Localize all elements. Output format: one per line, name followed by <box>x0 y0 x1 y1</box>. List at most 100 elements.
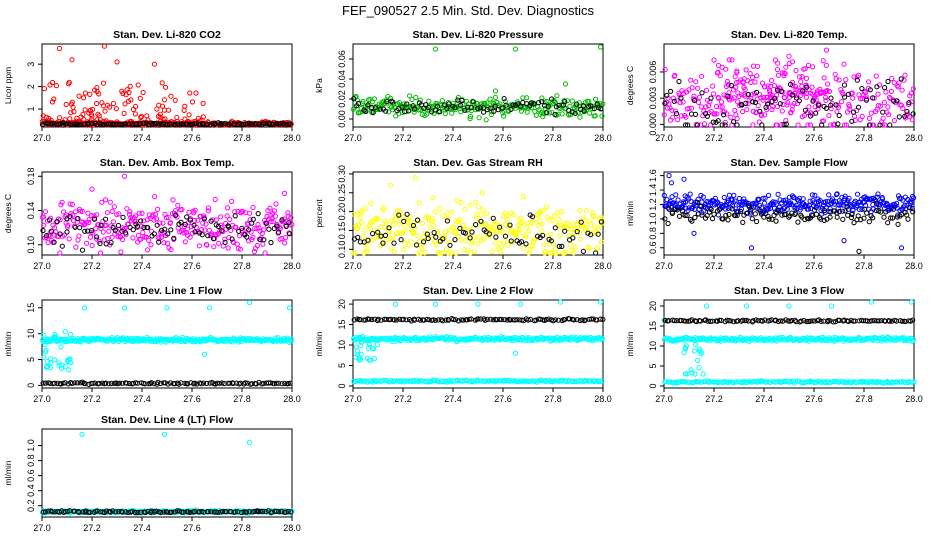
data-point <box>391 248 397 255</box>
data-point <box>74 115 80 122</box>
data-point <box>691 97 698 104</box>
data-point <box>220 121 226 127</box>
data-point <box>390 99 396 105</box>
y-tick-label: 0.003 <box>648 87 658 110</box>
series-black <box>40 379 293 387</box>
data-point <box>223 220 229 226</box>
y-axis-label: ml/min <box>625 201 635 226</box>
data-point <box>693 341 699 348</box>
data-point <box>456 233 462 239</box>
data-point <box>734 122 740 128</box>
data-point <box>846 103 853 109</box>
data-point <box>734 115 740 122</box>
y-tick-label: 3 <box>26 62 36 67</box>
data-point <box>661 112 667 118</box>
x-tick-label: 28.0 <box>283 261 301 271</box>
data-point <box>834 109 840 115</box>
data-point <box>783 121 789 127</box>
data-point <box>726 57 732 63</box>
data-point <box>98 222 104 228</box>
plot-frame <box>352 43 604 128</box>
data-point <box>179 206 185 213</box>
data-point <box>731 119 737 125</box>
data-point <box>775 191 781 197</box>
x-tick-label: 27.4 <box>133 133 151 143</box>
data-point <box>750 122 756 128</box>
data-point <box>856 104 862 110</box>
data-point <box>200 100 206 107</box>
data-point <box>910 86 916 92</box>
data-point <box>189 99 196 105</box>
data-point <box>828 102 834 108</box>
data-point <box>711 211 717 217</box>
x-tick-label: 27.8 <box>544 394 562 404</box>
chart-title: Stan. Dev. Amb. Box Temp. <box>100 157 235 169</box>
data-point <box>121 173 128 179</box>
data-point <box>251 249 257 255</box>
data-point <box>888 88 895 95</box>
data-point <box>172 97 178 103</box>
data-point <box>754 218 760 225</box>
data-point <box>743 303 750 309</box>
data-point <box>823 62 830 69</box>
data-point <box>250 121 256 127</box>
data-point <box>588 103 594 109</box>
data-point <box>414 232 420 239</box>
data-point <box>598 105 604 112</box>
data-point <box>254 242 260 249</box>
data-point <box>717 104 723 110</box>
data-point <box>270 219 276 225</box>
data-point <box>444 106 450 112</box>
data-point <box>578 103 584 109</box>
data-point <box>691 230 697 236</box>
data-point <box>62 329 68 335</box>
y-tick-label: 0.02 <box>337 90 347 108</box>
data-point <box>747 71 753 77</box>
data-point <box>100 229 106 235</box>
data-point <box>154 222 160 228</box>
data-point <box>113 106 119 112</box>
data-point <box>201 216 207 222</box>
data-point <box>76 233 82 239</box>
data-point <box>501 239 507 245</box>
data-point <box>696 365 702 371</box>
data-point <box>795 122 801 128</box>
data-point <box>710 119 716 125</box>
data-point <box>722 122 728 128</box>
data-point <box>121 305 128 311</box>
data-point <box>879 122 885 128</box>
x-tick-label: 27.2 <box>83 523 101 533</box>
x-tick-label: 27.2 <box>394 261 412 271</box>
data-point <box>754 63 761 70</box>
data-point <box>112 227 118 233</box>
data-point <box>703 87 710 94</box>
data-point <box>541 241 547 247</box>
x-tick-label: 27.8 <box>233 261 251 271</box>
data-point <box>489 248 495 254</box>
data-point <box>725 93 731 99</box>
data-point <box>187 217 193 223</box>
data-point <box>505 242 511 248</box>
data-point <box>693 79 699 85</box>
data-point <box>528 100 534 106</box>
data-point <box>82 107 88 113</box>
data-point <box>796 98 802 104</box>
data-point <box>138 218 144 224</box>
data-point <box>225 205 231 211</box>
data-point <box>899 87 905 93</box>
data-point <box>155 206 161 212</box>
data-point <box>539 221 545 227</box>
data-point <box>271 121 277 127</box>
data-point <box>775 85 781 91</box>
data-point <box>449 110 455 116</box>
y-tick-label: 0.06 <box>337 50 347 68</box>
x-tick-label: 27.8 <box>233 394 251 404</box>
x-tick-label: 27.2 <box>83 133 101 143</box>
data-point <box>160 220 166 226</box>
data-point <box>895 84 901 90</box>
data-point <box>452 105 458 111</box>
data-point <box>109 208 115 214</box>
data-point <box>480 207 486 213</box>
data-point <box>396 221 402 227</box>
